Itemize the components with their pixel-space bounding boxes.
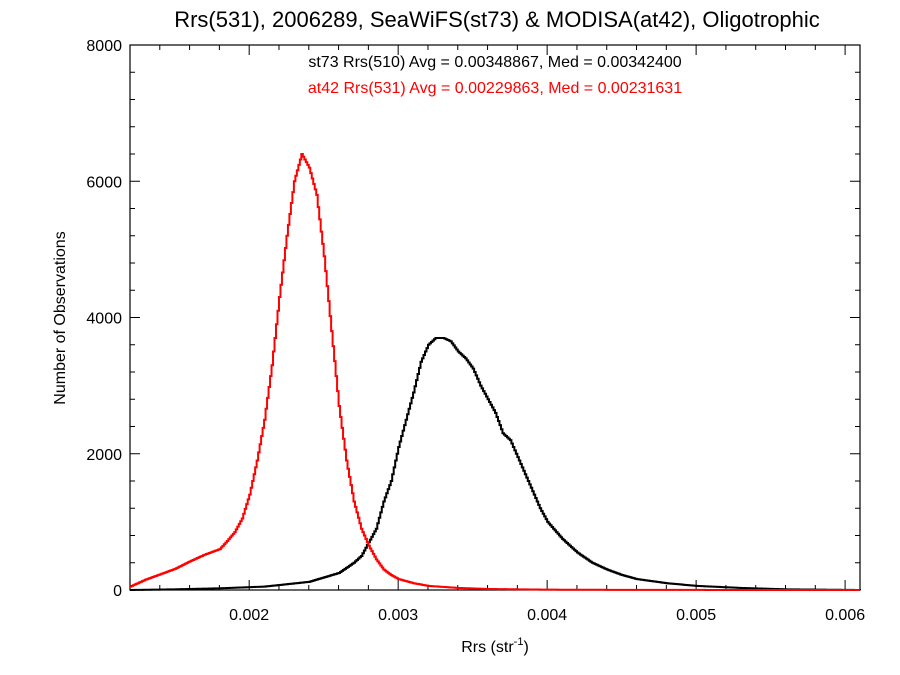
x-axis-label-main: Rrs (str (461, 639, 514, 656)
legend-entry-st73: st73 Rrs(510) Avg = 0.00348867, Med = 0.… (308, 54, 681, 71)
x-tick-label: 0.002 (229, 607, 269, 624)
x-tick-label: 0.006 (825, 607, 865, 624)
series-st73-line (130, 336, 861, 591)
legend-entry-at42: at42 Rrs(531) Avg = 0.00229863, Med = 0.… (308, 80, 682, 97)
axis-ticks: 0.002 0.003 0.004 0.005 0.006 0 2000 4000 6000 80… (86, 38, 865, 624)
x-tick-label: 0.003 (378, 607, 418, 624)
y-tick-label: 6000 (86, 174, 122, 191)
x-tick-label: 0.005 (676, 607, 716, 624)
series-lines (130, 153, 861, 591)
x-axis-label: Rrs (str-1) (461, 636, 529, 656)
chart-title: Rrs(531), 2006289, SeaWiFS(st73) & MODIS… (174, 7, 820, 32)
x-tick-label: 0.004 (527, 607, 567, 624)
y-tick-label: 8000 (86, 38, 122, 55)
y-tick-label: 4000 (86, 311, 122, 328)
series-at42-line (130, 153, 860, 591)
x-axis-label-sup: -1 (514, 636, 524, 648)
plot-frame (129, 44, 861, 591)
plot-area (129, 44, 861, 591)
x-axis-label-close: ) (523, 639, 528, 656)
y-tick-label: 0 (113, 583, 122, 600)
y-tick-label: 2000 (86, 447, 122, 464)
y-axis-label: Number of Observations (52, 231, 69, 404)
